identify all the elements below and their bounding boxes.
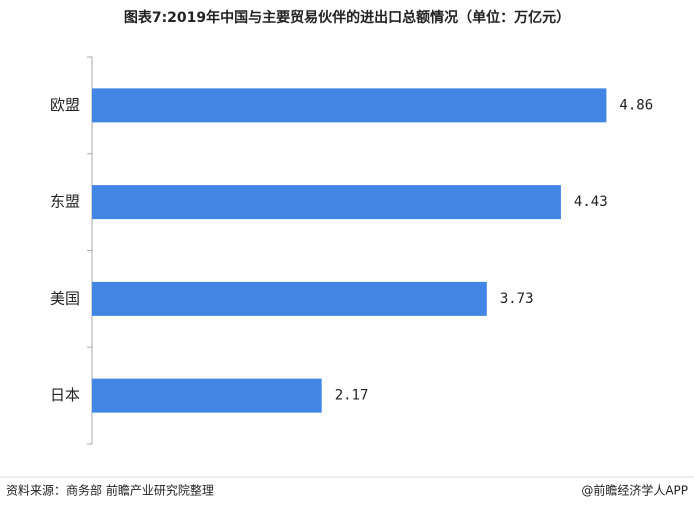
bar [92, 185, 561, 220]
y-tick-label: 美国 [50, 289, 80, 307]
bar [92, 378, 322, 413]
value-label: 4.43 [574, 194, 608, 210]
value-label: 4.86 [619, 97, 653, 113]
source-note: 资料来源：商务部 前瞻产业研究院整理 [6, 483, 214, 498]
value-label: 3.73 [500, 291, 534, 307]
bar [92, 88, 607, 123]
y-tick-label: 日本 [50, 386, 80, 404]
chart-title: 图表7:2019年中国与主要贸易伙伴的进出口总额情况（单位：万亿元） [124, 9, 570, 26]
credit: @前瞻经济学人APP [581, 483, 688, 498]
y-tick-label: 东盟 [50, 193, 80, 211]
y-tick-label: 欧盟 [50, 96, 80, 114]
value-label: 2.17 [335, 388, 369, 404]
bar [92, 281, 487, 316]
